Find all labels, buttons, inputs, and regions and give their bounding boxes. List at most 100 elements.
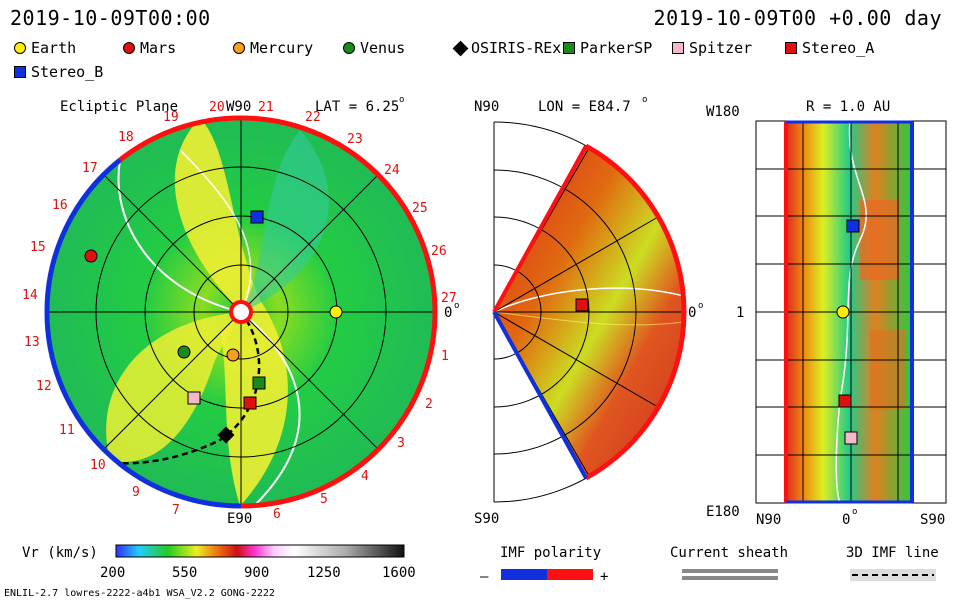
e90-label: E90 xyxy=(227,511,252,527)
svg-text:6: 6 xyxy=(273,507,281,522)
svg-text:27: 27 xyxy=(441,291,457,306)
legend-item-stereo-a: Stereo_A xyxy=(785,39,874,57)
svg-text:24: 24 xyxy=(384,163,400,178)
svg-text:22: 22 xyxy=(305,110,321,125)
svg-text:900: 900 xyxy=(244,565,269,581)
zero-axis-label: 0 xyxy=(842,512,850,528)
n90-axis-label: N90 xyxy=(756,512,781,528)
svg-text:2: 2 xyxy=(425,397,433,412)
svg-text:18: 18 xyxy=(118,130,134,145)
svg-text:+: + xyxy=(600,569,608,585)
svg-text:17: 17 xyxy=(82,161,98,176)
svg-text:1250: 1250 xyxy=(307,565,341,581)
square-icon xyxy=(785,42,797,54)
colorbar-label: Vr (km/s) xyxy=(22,545,98,561)
timestamp-right: 2019-10-09T00 +0.00 day xyxy=(653,6,942,30)
svg-text:550: 550 xyxy=(172,565,197,581)
square-icon xyxy=(672,42,684,54)
svg-text:o: o xyxy=(698,301,703,311)
svg-text:o: o xyxy=(852,507,857,517)
svg-text:1600: 1600 xyxy=(382,565,416,581)
e180-label: E180 xyxy=(706,504,740,520)
earth-marker-radial xyxy=(836,305,850,319)
svg-text:3D IMF line: 3D IMF line xyxy=(846,545,939,561)
osiris-marker xyxy=(217,426,235,444)
svg-text:o: o xyxy=(399,95,404,105)
parker-marker xyxy=(252,376,266,390)
svg-text:IMF polarity: IMF polarity xyxy=(500,545,601,561)
colorbar: Vr (km/s) 200 550 900 1250 1600 xyxy=(22,544,416,581)
n90-label: N90 xyxy=(474,99,499,115)
svg-text:o: o xyxy=(454,301,459,311)
footer-text: ENLIL-2.7 lowres-2222-a4b1 WSA_V2.2 GONG… xyxy=(4,588,275,599)
svg-text:12: 12 xyxy=(36,379,52,394)
stereo-a-marker-meridional xyxy=(575,298,589,312)
svg-text:21: 21 xyxy=(258,100,274,115)
w180-label: W180 xyxy=(706,104,740,120)
stereo-b-marker xyxy=(250,210,264,224)
legend-item-mercury: Mercury xyxy=(233,39,313,57)
meridional-panel: N90 LON = E84.7 o S90 0 o xyxy=(474,95,703,527)
svg-text:10: 10 xyxy=(90,458,106,473)
svg-text:26: 26 xyxy=(431,244,447,259)
venus-icon xyxy=(343,42,355,54)
mercury-marker xyxy=(226,348,240,362)
square-icon xyxy=(14,66,26,78)
w90-label: W90 xyxy=(226,99,251,115)
legend-item-parker: ParkerSP xyxy=(563,39,652,57)
mars-icon xyxy=(123,42,135,54)
svg-text:3: 3 xyxy=(397,436,405,451)
venus-marker xyxy=(177,345,191,359)
legend-item-earth: Earth xyxy=(14,39,76,57)
svg-text:15: 15 xyxy=(30,240,46,255)
zero-label-meridional: 0 xyxy=(688,305,696,321)
stereo-b-marker-radial xyxy=(846,219,860,233)
square-icon xyxy=(563,42,575,54)
svg-text:200: 200 xyxy=(100,565,125,581)
svg-text:11: 11 xyxy=(59,423,75,438)
svg-text:7: 7 xyxy=(172,503,180,518)
svg-text:13: 13 xyxy=(24,335,40,350)
earth-marker xyxy=(329,305,343,319)
svg-text:4: 4 xyxy=(361,469,369,484)
svg-text:14: 14 xyxy=(22,288,38,303)
svg-text:5: 5 xyxy=(320,492,328,507)
ecliptic-tick-labels: 18 19 20 21 22 23 24 25 26 27 1 2 3 4 5 … xyxy=(22,100,457,522)
svg-text:25: 25 xyxy=(412,201,428,216)
svg-text:–: – xyxy=(480,569,489,585)
imf-line-legend: 3D IMF line xyxy=(846,545,939,581)
legend-item-mars: Mars xyxy=(123,39,176,57)
legend-item-osiris: OSIRIS-REx xyxy=(452,39,561,57)
svg-text:1: 1 xyxy=(441,349,449,364)
stereo-a-marker-radial xyxy=(838,394,852,408)
svg-text:16: 16 xyxy=(52,198,68,213)
lon-label: LON = E84.7 xyxy=(538,99,631,115)
ecliptic-panel: Ecliptic Plane W90 LAT = 6.25 o E90 0 o … xyxy=(22,95,459,527)
timestamp-left: 2019-10-09T00:00 xyxy=(10,6,211,30)
mars-marker xyxy=(84,249,98,263)
lat-label: LAT = 6.25 xyxy=(315,99,399,115)
sun-icon xyxy=(229,300,253,324)
s90-axis-label: S90 xyxy=(920,512,945,528)
svg-text:20: 20 xyxy=(209,100,225,115)
r-label: R = 1.0 AU xyxy=(806,99,890,115)
one-label: 1 xyxy=(736,305,744,321)
zero-label: 0 xyxy=(444,305,452,321)
svg-text:23: 23 xyxy=(347,132,363,147)
stereo-a-marker xyxy=(243,396,257,410)
spitzer-marker xyxy=(187,391,201,405)
imf-polarity-legend: IMF polarity – + xyxy=(480,545,608,585)
svg-text:Current sheath: Current sheath xyxy=(670,545,788,561)
spitzer-marker-radial xyxy=(844,431,858,445)
ecliptic-title: Ecliptic Plane xyxy=(60,99,178,115)
legend-item-spitzer: Spitzer xyxy=(672,39,752,57)
svg-text:o: o xyxy=(642,95,647,105)
earth-icon xyxy=(14,42,26,54)
svg-text:19: 19 xyxy=(163,110,179,125)
legend-item-venus: Venus xyxy=(343,39,405,57)
radial-panel: R = 1.0 AU W180 E180 1 N90 0 o S90 xyxy=(706,99,947,528)
mercury-icon xyxy=(233,42,245,54)
svg-text:9: 9 xyxy=(132,485,140,500)
current-sheath-legend: Current sheath xyxy=(670,545,788,580)
